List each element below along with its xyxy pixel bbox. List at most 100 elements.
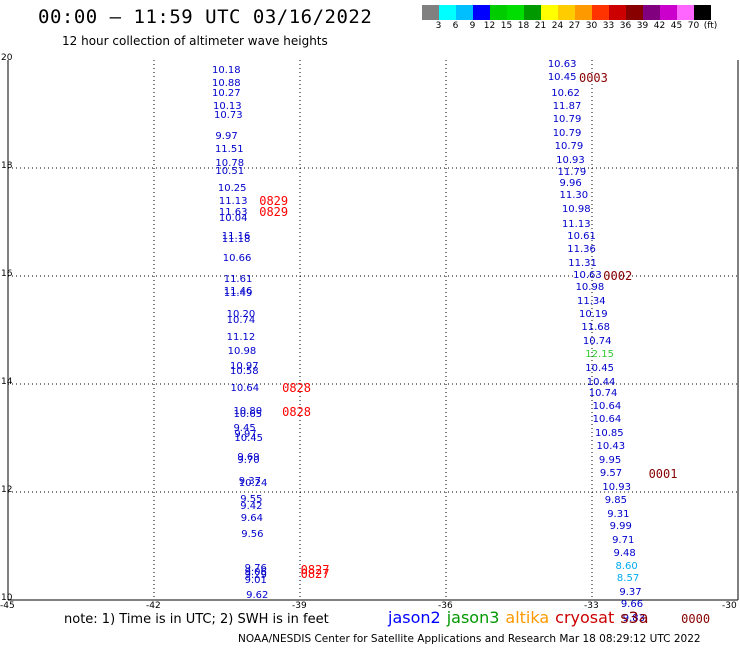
color-swatch xyxy=(439,5,456,20)
wave-height-value: 9.97 xyxy=(234,428,257,440)
color-scale-label: 3 xyxy=(435,21,442,31)
pass-time-label: 0828 xyxy=(282,380,311,395)
color-scale-label: 70 xyxy=(687,21,700,31)
wave-height-value: 10.79 xyxy=(552,127,582,139)
wave-height-value: 10.98 xyxy=(227,345,257,357)
wave-height-value: 10.93 xyxy=(556,154,585,166)
wave-height-value: 11.16 xyxy=(221,231,251,243)
wave-height-value: 9.66 xyxy=(620,599,644,611)
map-plot-area xyxy=(7,55,739,601)
wave-height-value: 10.24 xyxy=(238,478,268,490)
wave-height-value: 10.44 xyxy=(586,376,616,388)
wave-height-value: 9.76 xyxy=(244,563,267,575)
wave-height-value: 10.74 xyxy=(582,335,612,347)
wave-height-value: 9.83 xyxy=(622,612,646,624)
color-scale-label: 33 xyxy=(602,21,615,31)
y-tick-label: 14 xyxy=(1,377,13,387)
wave-height-value: 10.65 xyxy=(233,408,263,420)
color-scale-label: 24 xyxy=(551,21,564,31)
color-scale-label: 39 xyxy=(636,21,649,31)
legend-entry-jason2: jason2 xyxy=(388,608,441,627)
wave-height-value: 10.93 xyxy=(602,481,631,493)
map-frame xyxy=(7,60,739,601)
wave-height-value: 11.36 xyxy=(567,244,596,256)
color-scale-label: 30 xyxy=(585,21,598,31)
color-swatch xyxy=(524,5,541,20)
wave-height-value: 10.88 xyxy=(212,78,241,90)
wave-height-value: 10.51 xyxy=(215,165,245,177)
wave-height-value: 9.45 xyxy=(233,422,256,434)
color-swatch xyxy=(592,5,609,20)
wave-height-value: 11.30 xyxy=(559,190,589,202)
wave-height-value: 9.99 xyxy=(609,521,632,533)
wave-height-value: 10.74 xyxy=(226,315,256,327)
wave-height-value: 9.85 xyxy=(604,495,628,507)
color-scale-label: 9 xyxy=(469,21,476,31)
y-tick-label: 18 xyxy=(1,161,13,171)
page-title: 00:00 – 11:59 UTC 03/16/2022 xyxy=(38,6,373,28)
color-scale-label: 42 xyxy=(653,21,666,31)
legend-entry-s3a: s3a xyxy=(620,608,649,627)
wave-height-value: 9.57 xyxy=(599,468,623,480)
pass-time-label: 0001 xyxy=(648,467,678,482)
wave-height-value: 9.97 xyxy=(215,131,238,143)
color-swatch xyxy=(643,5,660,20)
wave-height-value: 10.98 xyxy=(575,281,605,293)
wave-height-value: 10.62 xyxy=(551,88,580,100)
color-swatch xyxy=(507,5,524,20)
wave-height-value: 11.79 xyxy=(557,167,587,179)
pass-time-label: 0000 xyxy=(681,611,711,626)
x-tick-label: -36 xyxy=(438,601,453,611)
wave-height-value: 10.97 xyxy=(230,360,259,372)
wave-height-value: 9.37 xyxy=(619,586,642,598)
color-swatch xyxy=(473,5,490,20)
wave-height-value: 8.60 xyxy=(615,560,638,572)
wave-height-value: 11.18 xyxy=(221,234,251,246)
x-tick-label: -45 xyxy=(0,601,15,611)
color-swatch xyxy=(422,5,439,20)
wave-height-value: 10.58 xyxy=(230,366,259,378)
color-swatch xyxy=(490,5,507,20)
wave-height-value: 10.66 xyxy=(222,252,252,264)
wave-height-value: 10.74 xyxy=(588,387,618,399)
units-note: note: 1) Time is in UTC; 2) SWH is in fe… xyxy=(64,612,329,627)
wave-height-value: 11.87 xyxy=(552,100,582,112)
color-scale-label: 6 xyxy=(452,21,459,31)
color-scale-bar xyxy=(422,5,711,20)
wave-height-value: 10.79 xyxy=(554,141,584,153)
wave-height-value: 11.63 xyxy=(218,206,248,218)
color-swatch xyxy=(575,5,592,20)
satellite-legend: jason2 jason3 altika cryosat s3a xyxy=(388,608,655,627)
wave-height-value: 10.63 xyxy=(573,270,602,281)
wave-height-value: 10.45 xyxy=(585,362,614,374)
pass-time-label: 0828 xyxy=(282,405,311,420)
color-swatch xyxy=(677,5,694,20)
wave-height-value: 9.29 xyxy=(244,569,267,581)
color-swatch xyxy=(660,5,677,20)
pass-time-label: 0829 xyxy=(259,205,289,220)
color-swatch xyxy=(558,5,575,20)
y-tick-label: 12 xyxy=(1,485,13,495)
wave-height-value: 10.78 xyxy=(215,157,245,169)
wave-height-value: 9.31 xyxy=(607,508,630,520)
wave-height-value: 11.49 xyxy=(223,288,253,300)
y-tick-label: 16 xyxy=(1,269,13,279)
wave-height-value: 10.64 xyxy=(592,401,622,413)
wave-height-value: 9.70 xyxy=(237,454,260,466)
wave-height-value: 9.42 xyxy=(240,500,263,512)
wave-height-value: 10.43 xyxy=(596,441,626,453)
wave-height-value: 10.04 xyxy=(218,213,248,225)
wave-height-value: 10.19 xyxy=(578,308,608,320)
color-swatch xyxy=(541,5,558,20)
color-scale-label: 36 xyxy=(619,21,632,31)
pass-time-label: 0003 xyxy=(578,70,608,85)
wave-height-value: 9.55 xyxy=(240,494,263,506)
color-swatch xyxy=(609,5,626,20)
color-scale-label: (ft) xyxy=(703,21,718,31)
wave-height-value: 10.61 xyxy=(567,231,596,243)
wave-height-value: 11.61 xyxy=(223,273,253,285)
wave-height-value: 9.06 xyxy=(244,567,267,578)
wave-height-value: 11.68 xyxy=(581,322,611,334)
pass-time-label: 0829 xyxy=(259,194,289,209)
wave-height-value: 10.18 xyxy=(212,64,241,76)
